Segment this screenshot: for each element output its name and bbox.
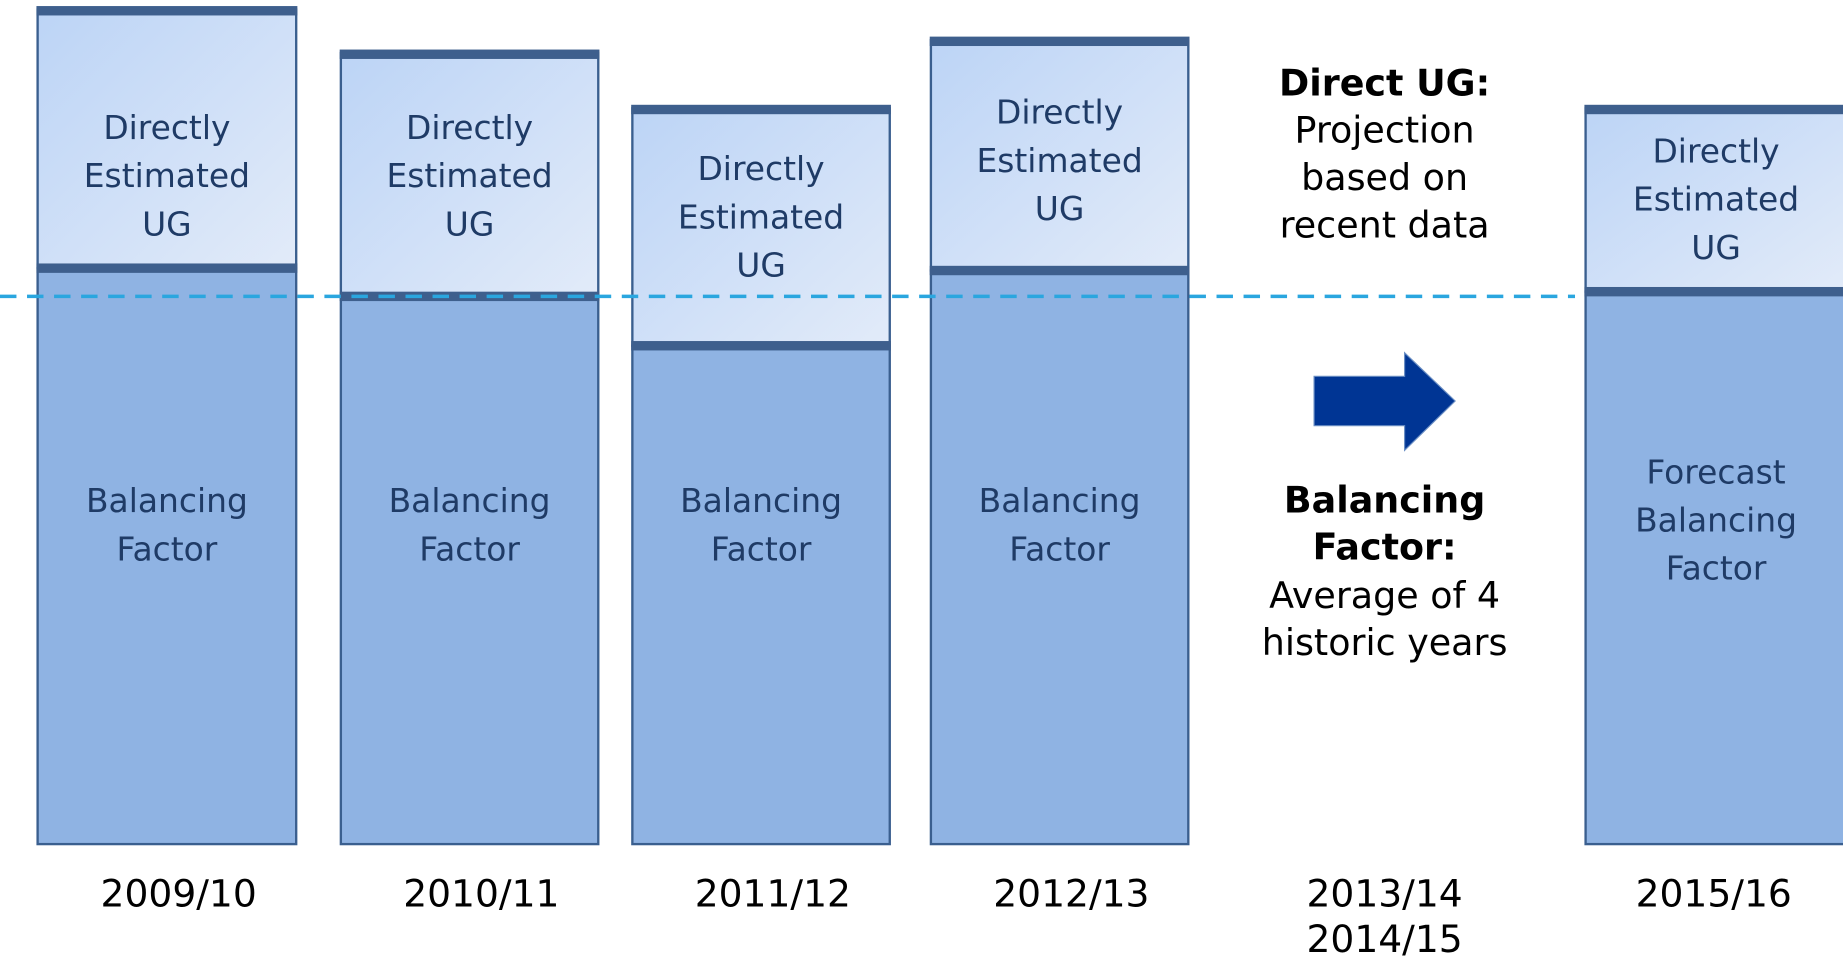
estimated-label: Estimated [386,156,552,195]
estimated-label: Estimated [976,141,1142,180]
balancing-label: Factor [1666,549,1767,588]
balancing-segment [36,266,298,846]
direct-ug-text: based on [1301,156,1468,199]
balancing-label: Factor [419,529,520,568]
top-edge [631,104,891,115]
split-edge [631,341,891,351]
balancing-label: Balancing [86,481,248,520]
direct-ug-text: recent data [1280,204,1490,247]
estimated-label: UG [142,204,192,243]
direct-ug-heading: Direct UG: [1279,61,1490,104]
top-edge [339,49,600,59]
estimated-label: Directly [1652,131,1779,170]
estimated-label: UG [445,204,495,243]
top-edge [929,36,1190,47]
estimated-segment [1584,107,1843,293]
balancing-text: historic years [1262,621,1508,664]
texts: Directly Estimated UG Balancing Factor 2009/1… [84,61,1799,961]
balancing-heading: Balancing [1284,479,1485,522]
balancing-segment [631,344,891,846]
direct-ug-text: Projection [1295,108,1475,151]
estimated-label: Estimated [1633,180,1799,219]
estimated-label: Estimated [84,156,250,195]
balancing-label: Forecast [1646,452,1785,491]
split-edge [929,265,1190,276]
estimated-label: Directly [406,108,533,147]
estimated-label: Directly [996,93,1123,132]
estimated-segment [36,8,298,270]
balancing-label: Balancing [1635,501,1797,540]
year-label: 2015/16 [1636,871,1792,915]
balancing-label: Factor [117,529,218,568]
year-label: 2010/11 [403,871,559,915]
year-label: 2014/15 [1306,917,1462,961]
year-label: 2011/12 [695,871,851,915]
top-edge [1584,104,1843,115]
estimated-label: UG [1035,189,1085,228]
estimated-label: UG [736,245,786,284]
balancing-label: Factor [1009,529,1110,568]
balancing-text: Average of 4 [1269,574,1500,617]
balancing-label: Balancing [979,481,1141,520]
balancing-segment [339,295,600,846]
balancing-heading: Factor: [1313,526,1457,569]
split-edge [36,263,298,273]
estimated-label: UG [1691,228,1741,267]
estimated-label: Directly [103,108,230,147]
arrow [1313,351,1456,452]
estimated-label: Estimated [678,197,844,236]
balancing-label: Factor [711,529,812,568]
split-edge [1584,286,1843,297]
year-label: 2012/13 [993,871,1149,915]
year-label: 2013/14 [1306,871,1462,915]
balancing-segment [929,269,1190,846]
estimated-label: Directly [697,149,824,188]
bars [36,6,1843,846]
top-edge [36,6,298,16]
balancing-label: Balancing [389,481,551,520]
balancing-segment [1584,290,1843,846]
year-label: 2009/10 [101,871,257,915]
balancing-label: Balancing [680,481,842,520]
